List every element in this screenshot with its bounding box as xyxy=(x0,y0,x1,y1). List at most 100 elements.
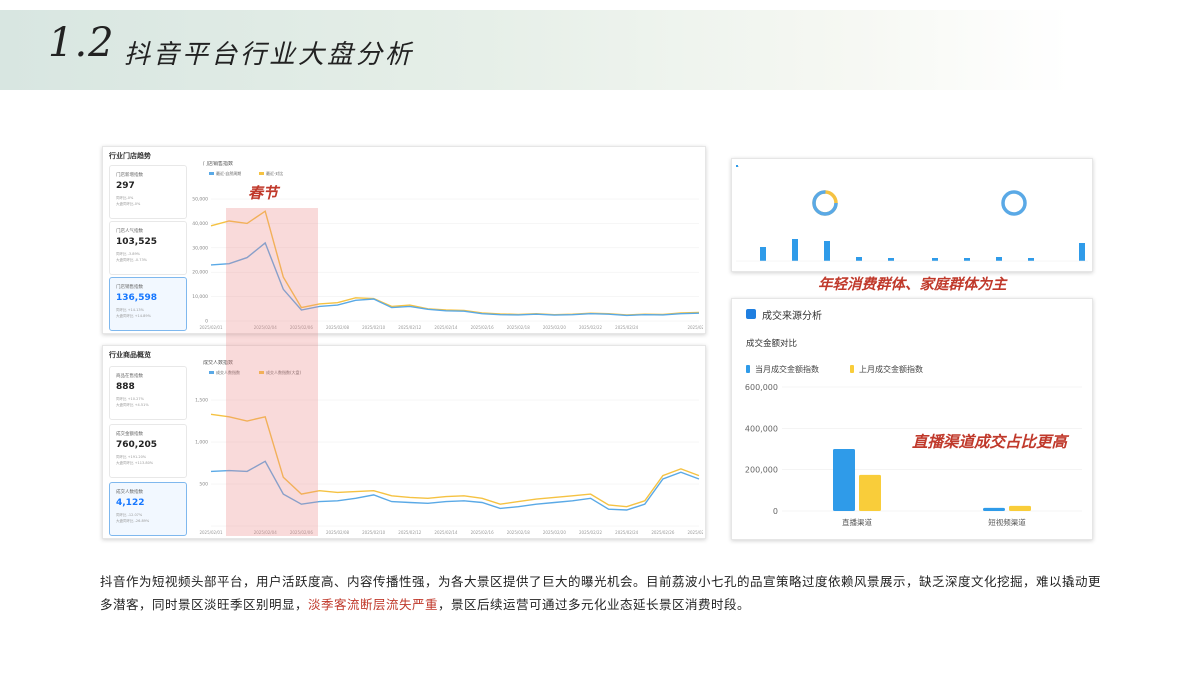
goods-card-2[interactable]: 成交金额指数 760,205 同环比 +191.20% 大盘同环比 +113.8… xyxy=(109,424,187,478)
store-card-1[interactable]: 门店新增指数 297 同环比-0% 大盘同环比-0% xyxy=(109,165,187,219)
mini-bar xyxy=(932,258,938,261)
x-tick-label: 2025/02/20 xyxy=(543,325,567,330)
source-analysis-panel: 成交来源分析 成交金额对比 当月成交金额指数 上月成交金额指数 0 200,000 40… xyxy=(731,298,1093,540)
card-label: 门店人气指数 xyxy=(116,229,143,234)
store-trend-panel: 行业门店趋势 门店新增指数 297 同环比-0% 大盘同环比-0% 门店人气指数… xyxy=(102,146,706,334)
y-tick-label: 10,000 xyxy=(192,294,208,300)
x-tick-label: 2025/02/14 xyxy=(434,325,458,330)
chart-icon xyxy=(746,309,756,319)
mini-bar xyxy=(824,241,830,261)
mini-bar xyxy=(888,258,894,261)
x-tick-label: 2025/02/20 xyxy=(543,530,567,535)
y-tick-label: 400,000 xyxy=(745,424,778,433)
x-tick-label: 2025/02/22 xyxy=(579,530,603,535)
bar xyxy=(833,449,855,511)
y-tick-label: 30,000 xyxy=(192,245,208,251)
x-tick-label: 2025/02/10 xyxy=(362,325,386,330)
card-compare-market: 大盘同环比 +14.89% xyxy=(116,314,151,318)
x-tick-label: 2025/02/26 xyxy=(651,530,675,535)
chart-title: 门店销售指数 xyxy=(203,161,233,167)
y-tick-label: 1,000 xyxy=(195,440,208,446)
store-panel-title: 行业门店趋势 xyxy=(109,152,151,160)
demographic-annotation: 年轻消费群体、家庭群体为主 xyxy=(818,276,1007,293)
channel-annotation: 直播渠道成交占比更高 xyxy=(912,432,1068,451)
mini-bar xyxy=(792,239,798,261)
mini-bar xyxy=(996,257,1002,261)
card-label: 成交人数指数 xyxy=(116,490,143,495)
y-tick-label: 20,000 xyxy=(192,270,208,276)
x-tick-label: 2025/02/08 xyxy=(326,530,350,535)
legend-marker xyxy=(209,172,214,175)
section-number: 1.2 xyxy=(48,20,115,66)
legend-label: 当月成交金额指数 xyxy=(755,364,819,374)
spring-festival-highlight xyxy=(226,208,318,536)
analysis-caption: 抖音作为短视频头部平台，用户活跃度高、内容传播性强，为各大景区提供了巨大的曝光机… xyxy=(100,570,1110,616)
x-tick-label: 2025/02/04 xyxy=(254,325,278,330)
series-line xyxy=(210,241,700,317)
x-tick-label: 2025/02/01 xyxy=(199,325,223,330)
x-tick-label: 2025/02/04 xyxy=(254,530,278,535)
y-tick-label: 1,500 xyxy=(195,398,208,404)
x-tick-label: 短视频渠道 xyxy=(988,517,1026,527)
card-compare: 同环比 -3.89% xyxy=(116,252,140,256)
card-value: 103,525 xyxy=(116,237,157,247)
x-tick-label: 2025/02/08 xyxy=(326,325,350,330)
card-compare-market: 大盘同环比-0% xyxy=(116,202,141,206)
card-label: 商品在售指数 xyxy=(116,374,143,379)
card-compare: 同环比-0% xyxy=(116,196,134,200)
caption-text-2: ，景区后续运营可通过多元化业态延长景区消费时段。 xyxy=(438,597,751,612)
card-value: 297 xyxy=(116,181,135,191)
goods-card-1[interactable]: 商品在售指数 888 同环比 +10.27% 大盘同环比 +4.51% xyxy=(109,366,187,420)
card-compare-market: 大盘同环比 +4.51% xyxy=(116,403,149,407)
bar xyxy=(859,474,881,511)
x-tick-label: 2025/02/18 xyxy=(507,530,531,535)
mini-bars-right xyxy=(932,243,1085,261)
page-title: 抖音平台行业大盘分析 xyxy=(124,40,415,70)
y-tick-label: 50,000 xyxy=(192,197,208,203)
goods-panel-title: 行业商品概览 xyxy=(109,351,151,359)
card-value: 136,598 xyxy=(116,293,157,303)
legend-marker xyxy=(850,365,854,373)
spring-festival-label: 春节 xyxy=(248,184,279,202)
chart-title: 成交人数指数 xyxy=(203,360,233,366)
mini-bar xyxy=(760,247,766,261)
x-tick-label: 2025/02/16 xyxy=(471,325,495,330)
x-tick-label: 直播渠道 xyxy=(842,517,872,527)
card-label: 门店新增指数 xyxy=(116,173,143,178)
x-tick-label: 2025/02/18 xyxy=(507,325,531,330)
x-tick-label: 2025/02/16 xyxy=(471,530,495,535)
goods-overview-panel: 行业商品概览 商品在售指数 888 同环比 +10.27% 大盘同环比 +4.5… xyxy=(102,345,706,539)
mini-legend-marker xyxy=(736,165,738,167)
card-compare-market: 大盘同环比 -26.89% xyxy=(116,519,150,523)
goods-card-3[interactable]: 成交人数指数 4,122 同环比 -12.07% 大盘同环比 -26.89% xyxy=(109,482,187,536)
y-tick-label: 0 xyxy=(773,507,778,516)
y-tick-label: 0 xyxy=(205,319,208,325)
demographic-panel: . xyxy=(731,158,1093,272)
header-band xyxy=(0,10,1070,90)
source-panel-title: 成交来源分析 xyxy=(762,311,822,322)
card-compare: 同环比 -12.07% xyxy=(116,513,143,517)
mini-bar xyxy=(1028,258,1034,261)
card-compare: 同环比 +191.20% xyxy=(116,455,147,459)
mini-bar xyxy=(964,258,970,261)
mini-bar xyxy=(856,257,862,261)
card-label: 门店销售指数 xyxy=(116,285,143,290)
donut-right xyxy=(1001,190,1027,216)
series-line xyxy=(210,460,700,511)
demographic-mini-charts: . xyxy=(736,163,1088,262)
channel-bar-chart: 当月成交金额指数 上月成交金额指数 0 200,000 400,000 600,000 直播… xyxy=(745,364,1082,527)
x-tick-label: 2025/02/06 xyxy=(290,325,314,330)
store-card-3[interactable]: 门店销售指数 136,598 同环比 +14.13% 大盘同环比 +14.89% xyxy=(109,277,187,331)
x-tick-label: 2025/02/14 xyxy=(434,530,458,535)
x-tick-label: 2025/02/10 xyxy=(362,530,386,535)
mini-bars-left xyxy=(760,239,894,261)
x-tick-label: 2025/02/28 xyxy=(687,530,703,535)
card-compare: 同环比 +10.27% xyxy=(116,397,144,401)
donut-left-blue xyxy=(812,190,838,216)
store-card-2[interactable]: 门店人气指数 103,525 同环比 -3.89% 大盘同环比 -0.73% xyxy=(109,221,187,275)
card-value: 4,122 xyxy=(116,498,145,508)
legend-marker xyxy=(209,371,214,374)
card-compare: 同环比 +14.13% xyxy=(116,308,144,312)
x-tick-label: 2025/02/06 xyxy=(290,530,314,535)
y-tick-label: 40,000 xyxy=(192,221,208,227)
